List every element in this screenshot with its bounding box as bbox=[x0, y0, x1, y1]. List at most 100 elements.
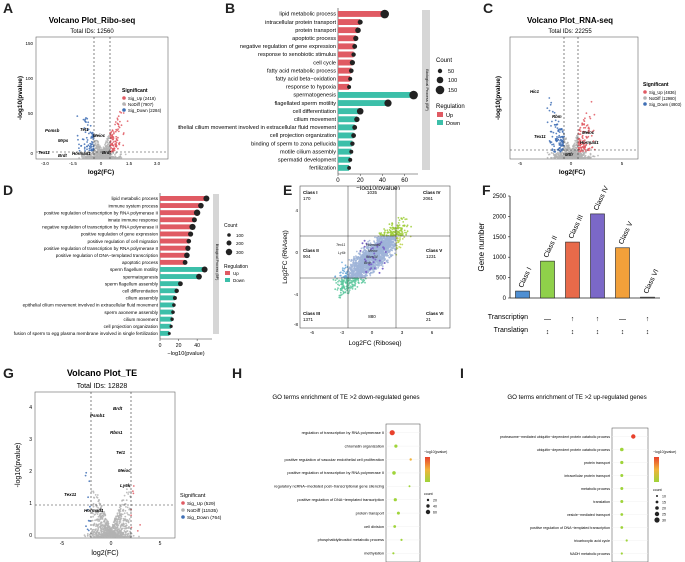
panel-label-g: G bbox=[3, 365, 14, 381]
go-count-dot bbox=[349, 60, 355, 66]
e-point bbox=[385, 234, 388, 237]
e-point bbox=[410, 225, 412, 228]
g-gene-2: Brdt bbox=[113, 406, 123, 411]
e-point bbox=[341, 282, 343, 284]
e-point bbox=[348, 279, 351, 282]
volcano-point bbox=[85, 121, 87, 123]
volcano-point bbox=[553, 145, 555, 148]
volcano-point bbox=[117, 534, 119, 536]
f-ytick: 1500 bbox=[493, 235, 507, 241]
volcano-point bbox=[566, 157, 569, 159]
go-xtick: 40 bbox=[194, 343, 200, 349]
volcano-point bbox=[113, 149, 116, 152]
volcano-point bbox=[112, 152, 115, 155]
go-xtick: 0 bbox=[159, 343, 162, 349]
volcano-point bbox=[128, 526, 130, 528]
e-point bbox=[360, 278, 362, 281]
e-point bbox=[340, 278, 343, 281]
e-point bbox=[406, 230, 409, 233]
go-count-dot bbox=[193, 209, 201, 216]
volcano-point bbox=[102, 527, 105, 530]
e-point bbox=[363, 266, 365, 269]
dot-term-label: positive regulation of transcription by … bbox=[287, 470, 384, 475]
go-term-label: immune system process bbox=[108, 203, 158, 208]
go-count-dot bbox=[355, 27, 361, 34]
e-gene-6: Brdt bbox=[364, 261, 372, 265]
go-bar bbox=[160, 309, 173, 315]
volcano-point bbox=[93, 497, 96, 499]
volcano-point bbox=[558, 142, 561, 145]
volcano-point bbox=[575, 154, 578, 157]
e-point bbox=[345, 279, 348, 282]
volcano-point bbox=[122, 532, 124, 534]
go-term-label: sperm flagellum motility bbox=[110, 267, 159, 272]
volcano-point bbox=[110, 151, 113, 153]
volcano-point bbox=[581, 124, 583, 126]
volcano-point bbox=[567, 149, 570, 152]
volcano-point bbox=[561, 139, 564, 142]
volcano-point bbox=[582, 127, 585, 129]
volcano-point bbox=[128, 485, 131, 488]
e-point bbox=[398, 240, 401, 242]
volcano-point bbox=[93, 536, 96, 538]
volcano-point bbox=[561, 144, 564, 147]
e-point bbox=[405, 218, 408, 220]
e-point bbox=[365, 254, 368, 257]
volcano-point bbox=[138, 535, 140, 538]
dot-point bbox=[389, 430, 395, 436]
e-point bbox=[371, 245, 373, 248]
a-xtick-2: -1.5 bbox=[69, 161, 77, 166]
panel-h-dotplot: GO terms enrichment of TE >2 down-regula… bbox=[272, 394, 447, 562]
f-translation-arrow: ↕ bbox=[546, 329, 550, 336]
volcano-point bbox=[78, 147, 80, 150]
g-xtick-3: 5 bbox=[159, 541, 162, 547]
e-point bbox=[365, 267, 368, 269]
panel-c-xlabel: log2(FC) bbox=[559, 169, 585, 176]
volcano-point bbox=[558, 131, 561, 134]
e-point bbox=[353, 265, 356, 268]
a-gene-5: Tex11 bbox=[38, 150, 50, 155]
go-term-label: cilium movement bbox=[124, 317, 159, 322]
volcano-point bbox=[89, 520, 91, 522]
e-xtick-1: -6 bbox=[310, 330, 314, 335]
e-point bbox=[357, 279, 360, 282]
volcano-point bbox=[593, 113, 596, 116]
volcano-point bbox=[86, 139, 89, 141]
a-legend-down: Sig_Down (2284) bbox=[128, 108, 162, 113]
e-point bbox=[349, 281, 351, 284]
volcano-point bbox=[98, 515, 101, 517]
e-point bbox=[388, 223, 391, 226]
volcano-point bbox=[90, 146, 93, 148]
volcano-point bbox=[130, 490, 132, 493]
e-point bbox=[359, 254, 362, 256]
volcano-point bbox=[129, 527, 132, 530]
volcano-point bbox=[579, 140, 582, 143]
volcano-point bbox=[559, 129, 561, 131]
e-point bbox=[375, 254, 378, 257]
go-term-label: epithelial cilium movement involved in e… bbox=[23, 303, 159, 308]
e-point bbox=[377, 249, 380, 252]
volcano-point bbox=[568, 154, 571, 156]
volcano-point bbox=[107, 145, 109, 148]
volcano-point bbox=[119, 155, 122, 158]
a-gene-3: Tet1 bbox=[80, 127, 89, 132]
volcano-point bbox=[118, 520, 121, 523]
b-reg-up: Up bbox=[446, 113, 453, 119]
e-point bbox=[383, 236, 386, 239]
e-point bbox=[377, 235, 380, 238]
go-bar bbox=[338, 83, 350, 90]
panel-g-legend-title: Significant bbox=[180, 493, 206, 499]
e-point bbox=[366, 246, 369, 248]
go-bar bbox=[160, 302, 174, 308]
volcano-point bbox=[84, 150, 86, 152]
panel-b-side-label: Biological Process (BP) bbox=[425, 69, 430, 111]
e-point bbox=[355, 273, 358, 276]
g-legend-down: Sig_Down (764) bbox=[187, 515, 222, 521]
go-term-label: fertilization bbox=[309, 166, 336, 172]
panel-label-f: F bbox=[482, 182, 491, 198]
e-point bbox=[406, 224, 409, 227]
e-point bbox=[361, 275, 363, 278]
g-legend-up: Sig_Up (529) bbox=[187, 501, 216, 507]
volcano-point bbox=[86, 129, 89, 131]
